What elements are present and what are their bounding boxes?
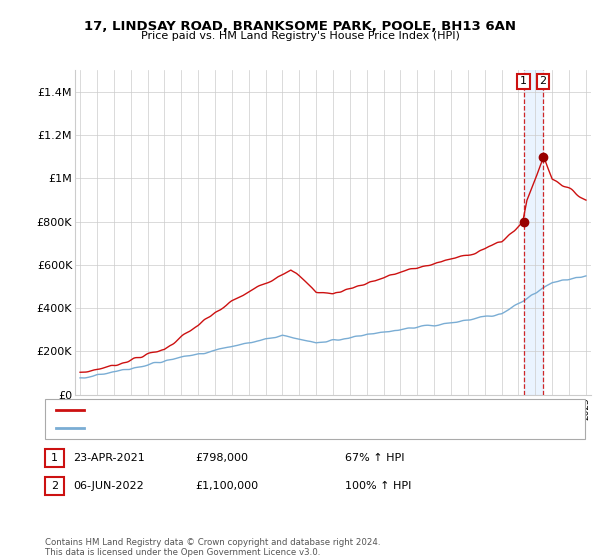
Bar (524, 70, 543, 395)
Text: 17, LINDSAY ROAD, BRANKSOME PARK, POOLE, BH13 6AN: 17, LINDSAY ROAD, BRANKSOME PARK, POOLE,… (84, 20, 516, 32)
Text: 23-APR-2021: 23-APR-2021 (73, 453, 145, 463)
Text: HPI: Average price, detached house, Bournemouth Christchurch and Poole: HPI: Average price, detached house, Bour… (90, 423, 461, 433)
Text: 67% ↑ HPI: 67% ↑ HPI (345, 453, 404, 463)
Text: 2: 2 (539, 76, 547, 86)
Text: £1,100,000: £1,100,000 (195, 481, 258, 491)
Text: 2: 2 (51, 481, 58, 491)
Text: £798,000: £798,000 (195, 453, 248, 463)
Text: 17, LINDSAY ROAD, BRANKSOME PARK, POOLE, BH13 6AN (detached house): 17, LINDSAY ROAD, BRANKSOME PARK, POOLE,… (90, 405, 469, 415)
Text: 06-JUN-2022: 06-JUN-2022 (73, 481, 144, 491)
Text: 1: 1 (520, 76, 527, 86)
Text: Price paid vs. HM Land Registry's House Price Index (HPI): Price paid vs. HM Land Registry's House … (140, 31, 460, 41)
Text: Contains HM Land Registry data © Crown copyright and database right 2024.
This d: Contains HM Land Registry data © Crown c… (45, 538, 380, 557)
Text: 100% ↑ HPI: 100% ↑ HPI (345, 481, 412, 491)
Text: 1: 1 (51, 453, 58, 463)
